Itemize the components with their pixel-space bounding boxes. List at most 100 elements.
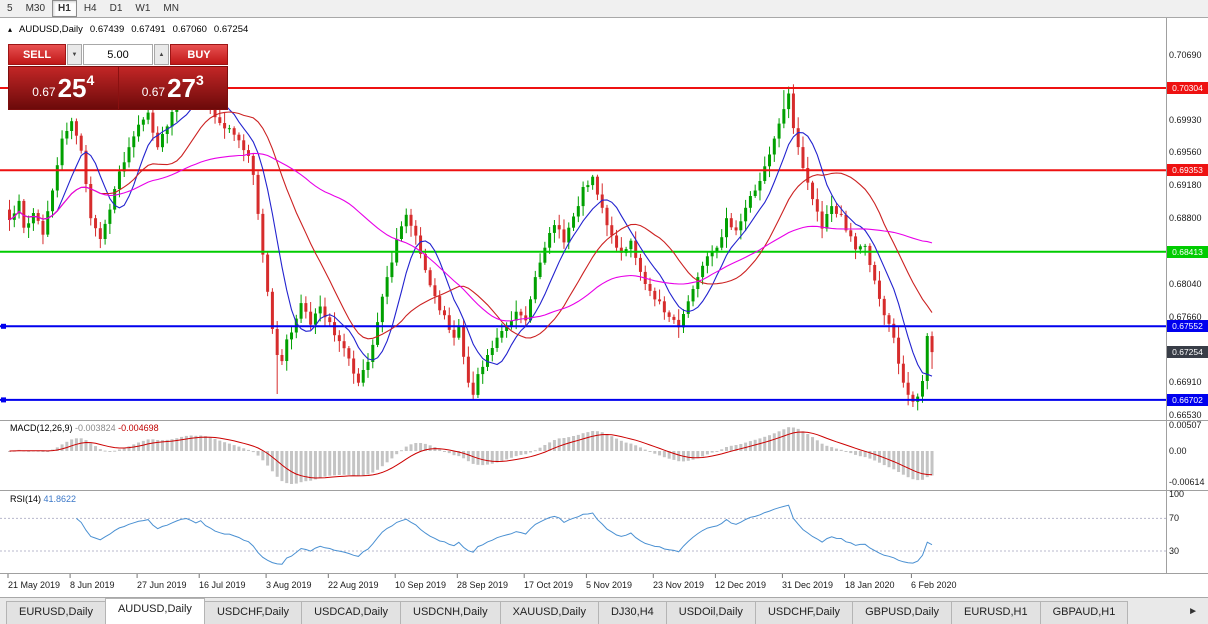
timeframe-button-d1[interactable]: D1 [109,3,123,14]
moving-averages-layer [9,91,933,377]
chart-tab-usdoil-daily[interactable]: USDOil,Daily [665,601,756,624]
chart-tab-audusd-daily[interactable]: AUDUSD,Daily [104,598,205,624]
macd-layer [8,427,934,484]
date-axis-label: 8 Jun 2019 [70,580,115,590]
date-axis-label: 27 Jun 2019 [137,580,187,590]
date-axis-label: 17 Oct 2019 [524,580,574,590]
price-axis-label: 0.70690 [1169,50,1202,60]
chart-tabs-bar: EURUSD,Daily AUDUSD,Daily USDCHF,Daily USDC… [0,597,1208,624]
rsi-line [76,504,933,565]
chart-tab-eurusd-daily[interactable]: EURUSD,Daily [6,601,106,624]
macd-axis-label: 0.00 [1169,446,1187,456]
candles-layer [8,76,934,411]
price-chart-canvas[interactable] [0,18,1208,597]
price-axis-label: 0.67660 [1169,312,1202,322]
price-line-tag: 0.66702 [1167,394,1208,406]
line-handle-icon[interactable] [1,323,6,329]
timeframe-button-h4[interactable]: H4 [83,3,97,14]
symbol-label: AUDUSD,Daily [19,24,83,35]
chart-tab-dj30-h4[interactable]: DJ30,H4 [597,601,667,624]
ma-8-line [9,91,933,377]
volume-decrease-button[interactable]: ▼ [67,44,82,65]
chart-tab-eurusd-h1[interactable]: EURUSD,H1 [951,601,1041,624]
timeframe-button-mn[interactable]: MN [163,3,179,14]
price-axis-label: 0.68040 [1169,279,1202,289]
chart-window: ▴ AUDUSD,Daily 0.67439 0.67491 0.67060 0… [0,18,1208,597]
date-axis-label: 5 Nov 2019 [586,580,633,590]
buy-price-big: 27 [167,73,196,103]
trade-panel-controls: SELL ▼ ▲ BUY [8,44,228,65]
buy-price-sup: 3 [195,72,204,88]
macd-indicator-label: MACD(12,26,9) -0.003824 -0.004698 [10,423,159,433]
date-axis-label: 31 Dec 2019 [782,580,834,590]
chart-tab-gbpaud-h1[interactable]: GBPAUD,H1 [1039,601,1129,624]
rsi-axis-label: 100 [1169,489,1185,499]
date-axis-label: 16 Jul 2019 [199,580,246,590]
date-axis-layer [7,574,912,578]
date-axis-label: 6 Feb 2020 [911,580,957,590]
panel-collapse-triangle-icon[interactable]: ▴ [8,24,13,34]
rsi-value: 41.8622 [43,494,77,504]
open-value: 0.67439 [89,24,125,35]
macd-axis-label: -0.00614 [1169,477,1205,487]
buy-price-display[interactable]: 0.67 27 3 [117,67,227,109]
timeframe-button-5[interactable]: 5 [7,3,13,14]
timeframe-button-h1[interactable]: H1 [52,0,77,17]
macd-axis-label: 0.00507 [1169,420,1202,430]
sell-button[interactable]: SELL [8,44,66,65]
timeframe-button-w1[interactable]: W1 [135,3,151,14]
macd-signal-value: -0.004698 [118,423,159,433]
trade-panel-prices: 0.67 25 4 0.67 27 3 [8,66,228,110]
price-line-tag: 0.67552 [1167,320,1208,332]
sell-price-display[interactable]: 0.67 25 4 [9,67,118,109]
date-axis-label: 23 Nov 2019 [653,580,705,590]
volume-input[interactable] [83,44,153,65]
price-axis-label: 0.69180 [1169,180,1202,190]
price-axis-label: 0.66910 [1169,377,1202,387]
date-axis-label: 12 Dec 2019 [715,580,767,590]
ma-20-line [9,111,933,340]
date-axis-label: 18 Jan 2020 [845,580,895,590]
price-axis-label: 0.66530 [1169,410,1202,420]
chart-tab-gbpusd-daily[interactable]: GBPUSD,Daily [852,601,953,624]
chart-tab-usdchf-daily[interactable]: USDCHF,Daily [203,601,303,624]
current-price-tag: 0.67254 [1167,346,1208,358]
chart-symbol-info: ▴ AUDUSD,Daily 0.67439 0.67491 0.67060 0… [8,24,248,35]
price-axis-label: 0.69930 [1169,115,1202,125]
timeframe-toolbar: 5 M30 H1 H4 D1 W1 MN [0,0,1208,18]
line-handle-icon[interactable] [1,397,6,403]
horizontal-lines-layer[interactable] [0,87,1166,403]
chart-tab-usdcad-daily[interactable]: USDCAD,Daily [301,601,402,624]
macd-name: MACD(12,26,9) [10,423,73,433]
high-value: 0.67491 [131,24,166,35]
rsi-name: RSI(14) [10,494,42,504]
chart-tab-xauusd-daily[interactable]: XAUUSD,Daily [499,601,599,624]
price-line-tag: 0.70304 [1167,82,1208,94]
rsi-layer [0,504,1166,565]
date-axis-label: 22 Aug 2019 [328,580,379,590]
price-line-tag: 0.68413 [1167,246,1208,258]
sell-price-sup: 4 [86,72,95,88]
chevron-down-icon: ▼ [71,51,78,58]
sell-price-big: 25 [57,73,87,103]
date-axis-label: 21 May 2019 [8,580,61,590]
buy-button[interactable]: BUY [170,44,228,65]
buy-price-prefix: 0.67 [141,85,166,99]
panel-borders [0,18,1208,574]
chevron-up-icon: ▲ [158,51,165,58]
rsi-axis-label: 70 [1169,513,1180,523]
macd-main-value: -0.003824 [75,423,116,433]
rsi-axis-label: 30 [1169,546,1180,556]
timeframe-button-m30[interactable]: M30 [25,3,46,14]
date-axis-label: 3 Aug 2019 [266,580,312,590]
chart-tab-usdcnh-daily[interactable]: USDCNH,Daily [400,601,501,624]
date-axis-label: 28 Sep 2019 [457,580,509,590]
tab-scroll-right-icon[interactable]: ► [1188,606,1198,617]
volume-increase-button[interactable]: ▲ [154,44,169,65]
macd-signal-line [9,431,933,479]
close-value: 0.67254 [213,24,249,35]
sell-price-prefix: 0.67 [32,85,56,99]
chart-tab-usdchf-daily[interactable]: USDCHF,Daily [754,601,854,624]
